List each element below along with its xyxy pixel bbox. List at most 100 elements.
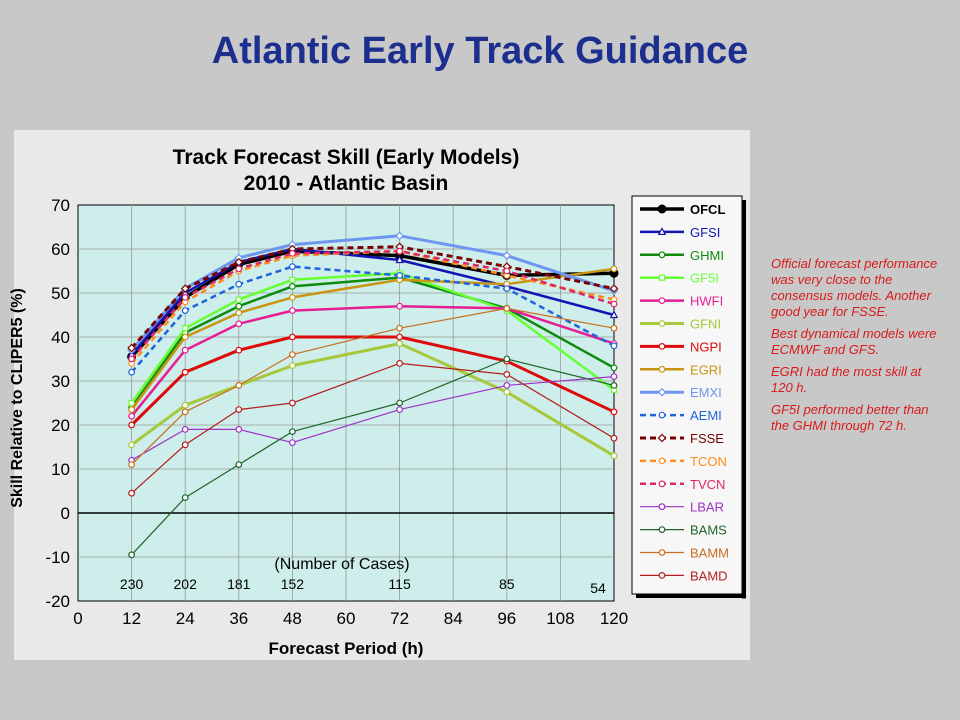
data-point-bams <box>503 355 511 363</box>
notes-panel: Official forecast performance was very c… <box>771 256 946 440</box>
legend-label-bamd: BAMD <box>690 568 728 583</box>
chart-subtitle: 2010 - Atlantic Basin <box>244 172 449 195</box>
data-point-ghmi <box>235 302 243 310</box>
data-point-aemi <box>396 272 404 279</box>
data-point-ngpi <box>289 333 296 341</box>
note-4: GF5I performed better than the GHMI thro… <box>771 402 929 433</box>
y-tick-label: 0 <box>61 504 70 523</box>
data-point-emxi <box>502 251 512 260</box>
data-point-aemi <box>503 285 511 293</box>
y-tick-label: 50 <box>51 284 70 303</box>
data-point-bamm <box>610 324 618 332</box>
data-point-gfni <box>610 452 618 460</box>
legend-marker-gf5i <box>658 274 666 281</box>
legend-marker-bamd <box>658 572 666 579</box>
data-point-bamd <box>610 434 618 442</box>
y-tick-label: 10 <box>51 460 70 479</box>
data-point-bams <box>235 461 243 469</box>
legend-label-ofcl: OFCL <box>690 202 725 217</box>
x-tick-label: 60 <box>337 609 356 628</box>
case-count-label: 54 <box>590 580 606 596</box>
y-tick-label: -20 <box>45 592 70 611</box>
data-point-lbar <box>503 382 511 389</box>
data-point-ngpi <box>610 408 618 416</box>
legend-marker-bams <box>658 526 666 533</box>
x-tick-label: 0 <box>73 609 82 628</box>
data-point-tvcn <box>610 300 618 308</box>
data-point-ghmi <box>610 364 618 372</box>
data-point-tvcn <box>235 265 243 273</box>
legend-box <box>631 195 743 595</box>
data-point-bamm <box>396 324 404 332</box>
x-tick-label: 84 <box>444 609 463 628</box>
data-point-bamm <box>503 305 511 312</box>
data-point-egri <box>235 309 243 317</box>
legend-label-bams: BAMS <box>690 523 727 538</box>
legend-marker-egri <box>658 365 666 373</box>
legend-marker-gfni <box>658 320 666 327</box>
y-tick-label: 30 <box>51 372 70 391</box>
data-point-gf5i <box>182 325 189 332</box>
data-point-bams <box>181 494 189 502</box>
data-point-egri <box>128 406 136 414</box>
legend-label-aemi: AEMI <box>690 408 722 423</box>
data-point-tvcn <box>396 247 404 255</box>
x-tick-label: 12 <box>122 609 141 628</box>
data-point-gfsi <box>395 255 404 264</box>
data-point-lbar <box>181 426 189 433</box>
data-point-aemi <box>235 280 243 288</box>
legend-label-lbar: LBAR <box>690 500 724 515</box>
series-bamm <box>128 305 618 469</box>
case-count-label: 202 <box>174 576 198 592</box>
data-point-bams <box>289 428 296 436</box>
data-point-tvcn <box>128 355 136 363</box>
data-point-gfni <box>181 401 189 409</box>
chart-title: Track Forecast Skill (Early Models) <box>173 146 520 169</box>
series-bamd <box>128 360 618 497</box>
legend-marker-fsse <box>657 433 667 443</box>
slide-title: Atlantic Early Track Guidance <box>211 30 749 72</box>
data-point-hwfi <box>181 346 189 354</box>
data-point-bamm <box>128 461 136 469</box>
case-count-label: 181 <box>227 576 251 592</box>
legend-label-bamm: BAMM <box>690 546 729 561</box>
x-tick-label: 96 <box>497 609 516 628</box>
y-axis-label: Skill Relative to CLIPER5 (%) <box>9 288 26 508</box>
case-count-label: 115 <box>388 576 411 592</box>
x-tick-label: 108 <box>546 609 574 628</box>
data-point-lbar <box>610 373 618 381</box>
data-point-ngpi <box>181 368 189 376</box>
legend-label-tcon: TCON <box>690 454 727 469</box>
series-aemi <box>128 263 618 376</box>
y-tick-label: 40 <box>51 328 70 347</box>
data-point-gfni <box>503 388 511 396</box>
data-point-tvcn <box>181 294 189 301</box>
series-tvcn <box>128 247 618 363</box>
data-point-ngpi <box>396 333 404 341</box>
legend-marker-tcon <box>658 457 666 465</box>
legend-marker-tvcn <box>658 480 666 488</box>
data-point-lbar <box>235 426 243 433</box>
case-count-label: 85 <box>499 576 515 592</box>
data-point-egri <box>289 294 296 301</box>
data-point-bams <box>128 551 136 559</box>
legend-marker-ofcl <box>657 204 667 214</box>
legend-marker-ghmi <box>658 251 666 259</box>
y-tick-label: 20 <box>51 416 70 435</box>
data-point-tvcn <box>503 267 511 275</box>
x-tick-label: 24 <box>176 609 195 628</box>
note-2: Best dynamical models were ECMWF and GFS… <box>771 326 937 357</box>
data-point-lbar <box>396 406 404 414</box>
data-point-hwfi <box>235 320 243 328</box>
series-bams <box>128 355 618 559</box>
data-point-gfsi <box>609 310 619 319</box>
x-tick-label: 72 <box>390 609 409 628</box>
x-tick-label: 36 <box>229 609 248 628</box>
legend-marker-bamm <box>658 549 666 556</box>
data-point-hwfi <box>396 302 404 310</box>
data-point-bamd <box>235 406 243 414</box>
series-gfni <box>128 340 618 460</box>
y-tick-label: -10 <box>45 548 70 567</box>
y-tick-label: 70 <box>51 196 70 215</box>
